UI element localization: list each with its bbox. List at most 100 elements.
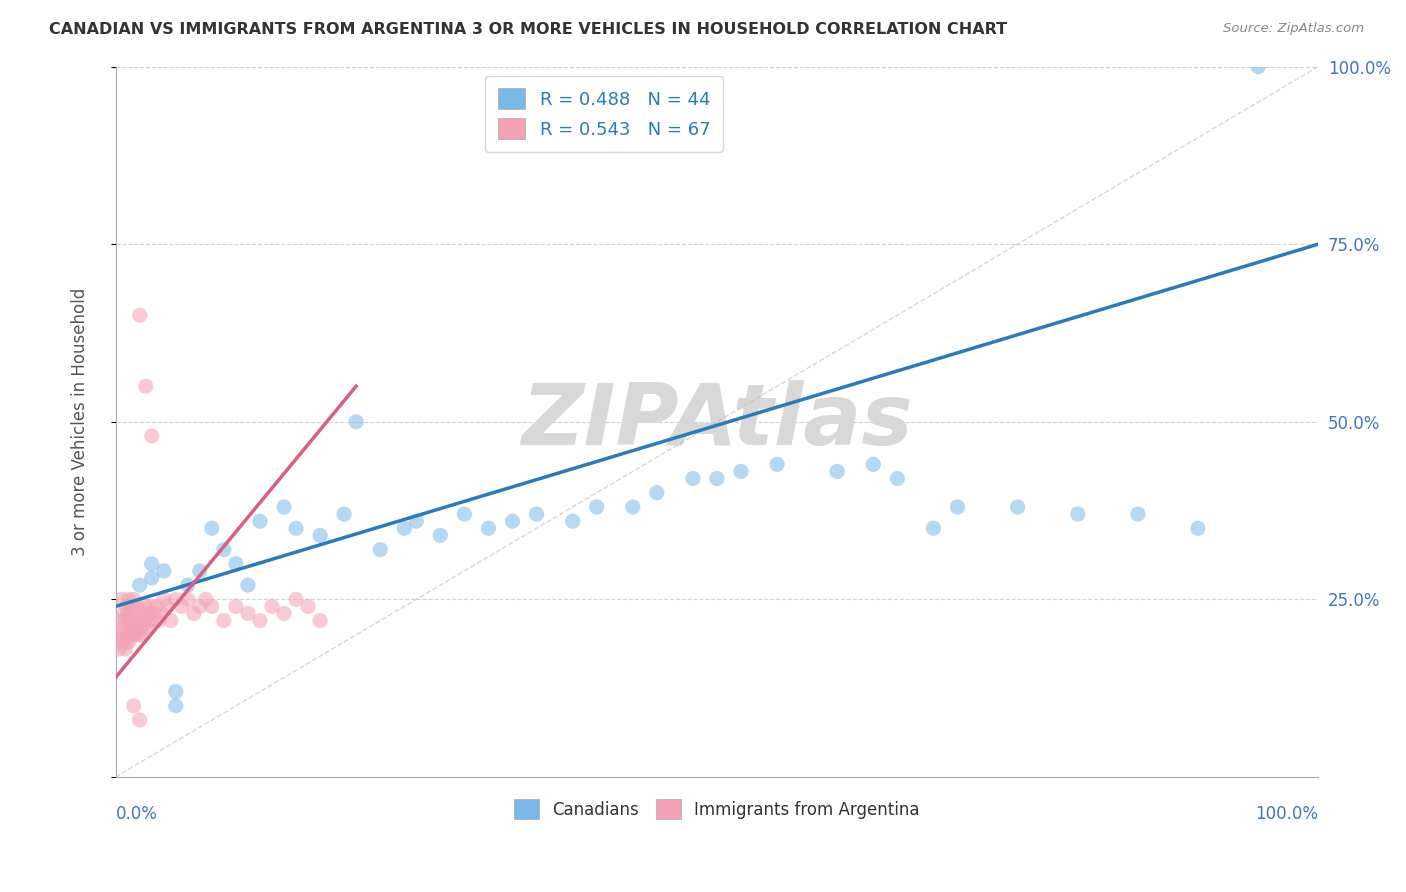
Point xyxy=(121,628,143,642)
Point xyxy=(188,599,211,614)
Point xyxy=(502,514,524,528)
Text: 0.0%: 0.0% xyxy=(115,805,157,823)
Point xyxy=(122,698,145,713)
Point xyxy=(682,471,704,485)
Point xyxy=(108,642,131,657)
Point xyxy=(129,621,152,635)
Point xyxy=(120,628,142,642)
Point xyxy=(127,628,149,642)
Point xyxy=(922,521,945,535)
Point xyxy=(122,592,145,607)
Point xyxy=(112,607,135,621)
Point xyxy=(236,578,259,592)
Point xyxy=(160,614,183,628)
Point xyxy=(165,684,187,698)
Point xyxy=(249,514,271,528)
Point xyxy=(183,607,205,621)
Point xyxy=(131,607,153,621)
Point xyxy=(1247,60,1270,74)
Point xyxy=(120,614,142,628)
Point xyxy=(124,607,146,621)
Point xyxy=(368,542,391,557)
Point xyxy=(309,528,332,542)
Point xyxy=(212,542,235,557)
Point xyxy=(165,592,187,607)
Point xyxy=(135,621,157,635)
Point xyxy=(128,308,150,322)
Point xyxy=(946,500,969,514)
Point xyxy=(120,621,142,635)
Point xyxy=(165,698,187,713)
Point xyxy=(285,592,308,607)
Point xyxy=(394,521,416,535)
Text: 100.0%: 100.0% xyxy=(1256,805,1319,823)
Point xyxy=(706,471,728,485)
Point xyxy=(273,607,295,621)
Point xyxy=(115,599,138,614)
Point xyxy=(143,607,166,621)
Point xyxy=(141,557,163,571)
Point xyxy=(107,628,129,642)
Point xyxy=(170,599,193,614)
Point xyxy=(152,592,174,607)
Point xyxy=(260,599,283,614)
Point xyxy=(120,599,142,614)
Point xyxy=(132,628,155,642)
Point xyxy=(128,713,150,727)
Point xyxy=(585,500,607,514)
Point xyxy=(285,521,308,535)
Point xyxy=(561,514,583,528)
Point xyxy=(128,614,150,628)
Point xyxy=(645,485,668,500)
Point xyxy=(344,415,367,429)
Point xyxy=(825,465,848,479)
Point xyxy=(110,614,132,628)
Point xyxy=(297,599,319,614)
Point xyxy=(138,614,160,628)
Point xyxy=(112,628,135,642)
Point xyxy=(1067,507,1090,521)
Point xyxy=(111,592,134,607)
Y-axis label: 3 or more Vehicles in Household: 3 or more Vehicles in Household xyxy=(72,287,89,556)
Point xyxy=(118,635,141,649)
Point xyxy=(145,599,167,614)
Point xyxy=(136,607,159,621)
Point xyxy=(273,500,295,514)
Legend: Canadians, Immigrants from Argentina: Canadians, Immigrants from Argentina xyxy=(508,793,927,825)
Point xyxy=(135,379,157,393)
Point xyxy=(124,628,146,642)
Point xyxy=(333,507,356,521)
Point xyxy=(177,578,200,592)
Text: CANADIAN VS IMMIGRANTS FROM ARGENTINA 3 OR MORE VEHICLES IN HOUSEHOLD CORRELATIO: CANADIAN VS IMMIGRANTS FROM ARGENTINA 3 … xyxy=(49,22,1007,37)
Point xyxy=(127,599,149,614)
Point xyxy=(526,507,548,521)
Point xyxy=(117,607,139,621)
Point xyxy=(139,599,162,614)
Point xyxy=(621,500,644,514)
Point xyxy=(249,614,271,628)
Point xyxy=(114,642,136,657)
Point xyxy=(201,521,224,535)
Point xyxy=(1007,500,1029,514)
Point xyxy=(225,599,247,614)
Point xyxy=(111,635,134,649)
Point xyxy=(730,465,752,479)
Point xyxy=(125,621,148,635)
Point xyxy=(225,557,247,571)
Point xyxy=(148,614,170,628)
Point xyxy=(135,599,157,614)
Point xyxy=(111,621,134,635)
Point xyxy=(115,635,138,649)
Point xyxy=(128,578,150,592)
Point xyxy=(862,458,884,472)
Point xyxy=(141,571,163,585)
Point xyxy=(405,514,427,528)
Point xyxy=(309,614,332,628)
Text: Source: ZipAtlas.com: Source: ZipAtlas.com xyxy=(1223,22,1364,36)
Point xyxy=(429,528,451,542)
Point xyxy=(152,564,174,578)
Point xyxy=(477,521,499,535)
Point xyxy=(114,614,136,628)
Point xyxy=(122,614,145,628)
Point xyxy=(156,599,179,614)
